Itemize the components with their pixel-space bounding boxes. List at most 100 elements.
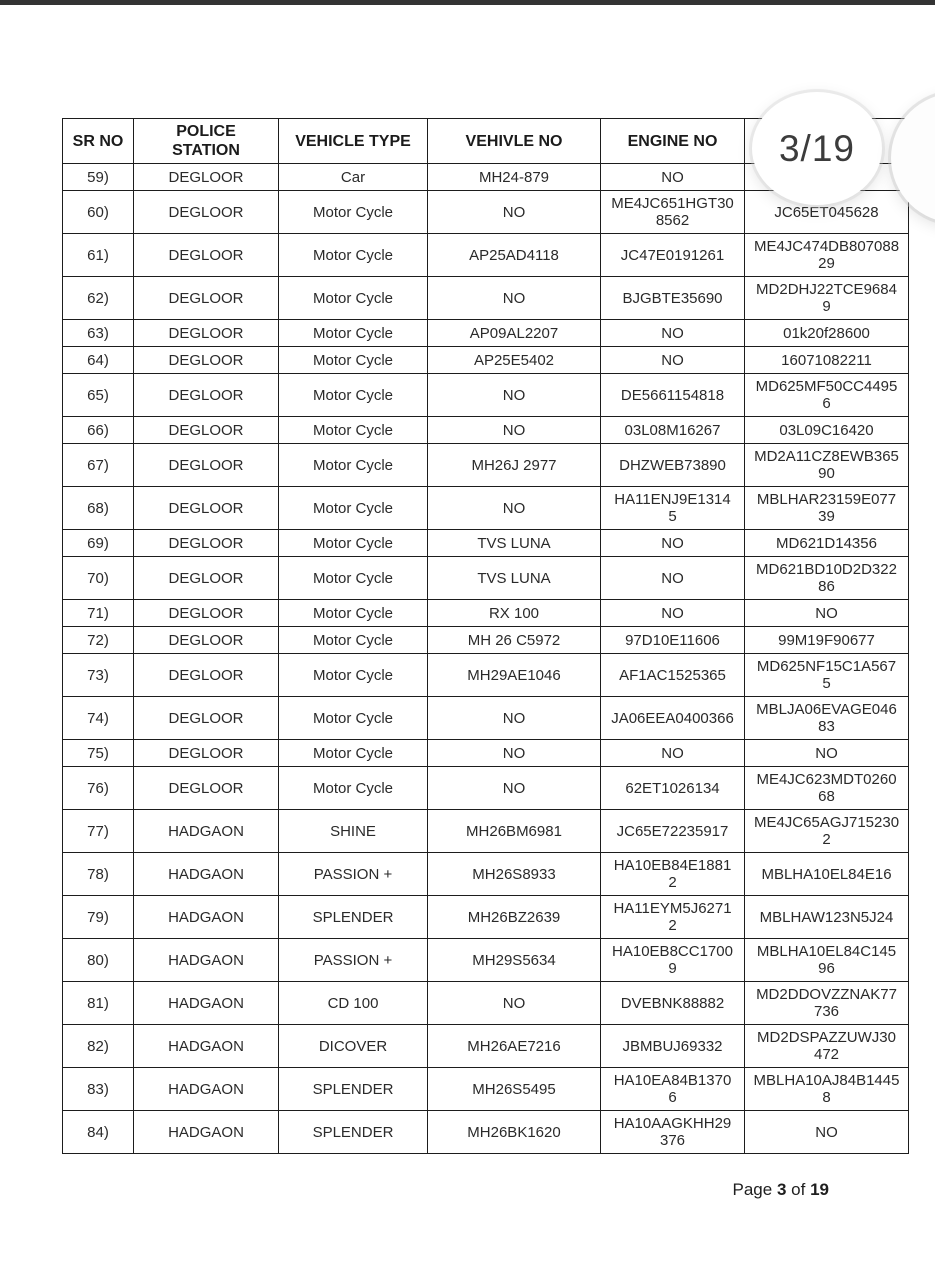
table-cell-sr-no: 67) <box>62 443 134 487</box>
table-cell-chassis-no: 16071082211 <box>744 346 909 374</box>
table-cell-chassis-no: ME4JC623MDT026068 <box>744 766 909 810</box>
table-cell-sr-no: 68) <box>62 486 134 530</box>
table-cell-vehicle-no: NO <box>427 486 601 530</box>
table-cell-police-station: HADGAON <box>133 1110 279 1154</box>
table-cell-police-station: DEGLOOR <box>133 416 279 444</box>
table-cell-sr-no: 65) <box>62 373 134 417</box>
table-cell-engine-no: HA10EB84E18812 <box>600 852 745 896</box>
table-cell-engine-no: HA10AAGKHH29376 <box>600 1110 745 1154</box>
table-cell-police-station: DEGLOOR <box>133 626 279 654</box>
table-cell-chassis-no: 99M19F90677 <box>744 626 909 654</box>
table-cell-chassis-no: 03L09C16420 <box>744 416 909 444</box>
table-cell-chassis-no: NO <box>744 739 909 767</box>
vehicle-records-table: SR NO POLICE STATION VEHICLE TYPE VEHIVLE N… <box>62 118 909 1154</box>
table-cell-police-station: HADGAON <box>133 1024 279 1068</box>
table-row: 79) HADGAON SPLENDER MH26BZ2639 HA11EYM5J627… <box>62 895 909 939</box>
table-cell-police-station: DEGLOOR <box>133 443 279 487</box>
table-cell-engine-no: HA11ENJ9E13145 <box>600 486 745 530</box>
table-cell-vehicle-type: DICOVER <box>278 1024 428 1068</box>
table-row: 66) DEGLOOR Motor Cycle NO 03L08M16267 03L09C… <box>62 416 909 444</box>
table-row: 60) DEGLOOR Motor Cycle NO ME4JC651HGT308562… <box>62 190 909 234</box>
table-cell-police-station: DEGLOOR <box>133 486 279 530</box>
top-bar <box>0 0 935 5</box>
table-cell-vehicle-type: SPLENDER <box>278 895 428 939</box>
page-footer: Page 3 of 19 <box>0 1180 935 1200</box>
table-cell-police-station: HADGAON <box>133 852 279 896</box>
table-row: 63) DEGLOOR Motor Cycle AP09AL2207 NO 01k20f2… <box>62 319 909 347</box>
column-header-vehicle-type: VEHICLE TYPE <box>278 118 428 164</box>
table-cell-sr-no: 82) <box>62 1024 134 1068</box>
table-cell-vehicle-no: RX 100 <box>427 599 601 627</box>
table-cell-vehicle-no: MH26S5495 <box>427 1067 601 1111</box>
table-cell-engine-no: NO <box>600 529 745 557</box>
table-cell-engine-no: JC65E72235917 <box>600 809 745 853</box>
table-cell-vehicle-type: Motor Cycle <box>278 443 428 487</box>
table-cell-vehicle-type: Motor Cycle <box>278 486 428 530</box>
table-cell-sr-no: 78) <box>62 852 134 896</box>
footer-current-page: 3 <box>776 1180 787 1199</box>
table-cell-vehicle-type: Motor Cycle <box>278 373 428 417</box>
table-cell-vehicle-type: PASSION + <box>278 938 428 982</box>
table-cell-vehicle-type: Motor Cycle <box>278 346 428 374</box>
table-cell-chassis-no: MD621D14356 <box>744 529 909 557</box>
table-cell-chassis-no: MD2DHJ22TCE96849 <box>744 276 909 320</box>
table-cell-vehicle-no: NO <box>427 190 601 234</box>
table-cell-sr-no: 75) <box>62 739 134 767</box>
table-cell-vehicle-no: AP09AL2207 <box>427 319 601 347</box>
table-cell-vehicle-type: Car <box>278 163 428 191</box>
table-row: 61) DEGLOOR Motor Cycle AP25AD4118 JC47E0191… <box>62 233 909 277</box>
table-cell-engine-no: DVEBNK88882 <box>600 981 745 1025</box>
footer-word-of: of <box>791 1180 806 1199</box>
table-row: 67) DEGLOOR Motor Cycle MH26J 2977 DHZWEB738… <box>62 443 909 487</box>
table-cell-vehicle-type: Motor Cycle <box>278 739 428 767</box>
table-cell-vehicle-type: Motor Cycle <box>278 766 428 810</box>
table-cell-engine-no: ME4JC651HGT308562 <box>600 190 745 234</box>
table-row: 70) DEGLOOR Motor Cycle TVS LUNA NO MD621BD10… <box>62 556 909 600</box>
table-cell-chassis-no: MD621BD10D2D32286 <box>744 556 909 600</box>
table-cell-vehicle-no: NO <box>427 373 601 417</box>
table-cell-vehicle-type: Motor Cycle <box>278 653 428 697</box>
column-header-police-station: POLICE STATION <box>133 118 279 164</box>
table-cell-sr-no: 83) <box>62 1067 134 1111</box>
table-cell-police-station: DEGLOOR <box>133 163 279 191</box>
table-cell-vehicle-type: PASSION + <box>278 852 428 896</box>
table-cell-police-station: DEGLOOR <box>133 190 279 234</box>
table-cell-chassis-no: MD2DDOVZZNAK77736 <box>744 981 909 1025</box>
footer-word-page: Page <box>732 1180 773 1199</box>
table-cell-sr-no: 79) <box>62 895 134 939</box>
table-cell-sr-no: 84) <box>62 1110 134 1154</box>
table-cell-engine-no: AF1AC1525365 <box>600 653 745 697</box>
table-cell-sr-no: 72) <box>62 626 134 654</box>
table-row: 64) DEGLOOR Motor Cycle AP25E5402 NO 16071082… <box>62 346 909 374</box>
table-cell-sr-no: 69) <box>62 529 134 557</box>
table-cell-sr-no: 70) <box>62 556 134 600</box>
table-cell-engine-no: DHZWEB73890 <box>600 443 745 487</box>
table-cell-police-station: HADGAON <box>133 981 279 1025</box>
table-header-row: SR NO POLICE STATION VEHICLE TYPE VEHIVLE N… <box>62 118 909 164</box>
table-cell-vehicle-no: MH29S5634 <box>427 938 601 982</box>
table-row: 65) DEGLOOR Motor Cycle NO DE5661154818 MD625… <box>62 373 909 417</box>
table-row: 83) HADGAON SPLENDER MH26S5495 HA10EA84B1370… <box>62 1067 909 1111</box>
table-cell-engine-no: NO <box>600 346 745 374</box>
table-cell-engine-no: NO <box>600 319 745 347</box>
table-cell-vehicle-no: MH26BZ2639 <box>427 895 601 939</box>
table-cell-police-station: DEGLOOR <box>133 556 279 600</box>
table-cell-engine-no: JA06EEA0400366 <box>600 696 745 740</box>
table-cell-vehicle-type: Motor Cycle <box>278 626 428 654</box>
table-cell-police-station: DEGLOOR <box>133 346 279 374</box>
table-cell-sr-no: 63) <box>62 319 134 347</box>
table-row: 68) DEGLOOR Motor Cycle NO HA11ENJ9E13145 MBL… <box>62 486 909 530</box>
table-cell-engine-no: NO <box>600 739 745 767</box>
table-row: 78) HADGAON PASSION + MH26S8933 HA10EB84E188… <box>62 852 909 896</box>
table-cell-police-station: DEGLOOR <box>133 276 279 320</box>
table-row: 77) HADGAON SHINE MH26BM6981 JC65E72235917 ME… <box>62 809 909 853</box>
table-cell-sr-no: 81) <box>62 981 134 1025</box>
table-cell-chassis-no: MBLHA10EL84E16 <box>744 852 909 896</box>
table-cell-sr-no: 62) <box>62 276 134 320</box>
table-row: 82) HADGAON DICOVER MH26AE7216 JBMBUJ69332 MD… <box>62 1024 909 1068</box>
table-cell-chassis-no: MBLJA06EVAGE04683 <box>744 696 909 740</box>
page-indicator-label: 3/19 <box>778 127 855 169</box>
table-row: 84) HADGAON SPLENDER MH26BK1620 HA10AAGKHH29… <box>62 1110 909 1154</box>
table-cell-engine-no: JBMBUJ69332 <box>600 1024 745 1068</box>
table-cell-chassis-no: MBLHAR23159E07739 <box>744 486 909 530</box>
